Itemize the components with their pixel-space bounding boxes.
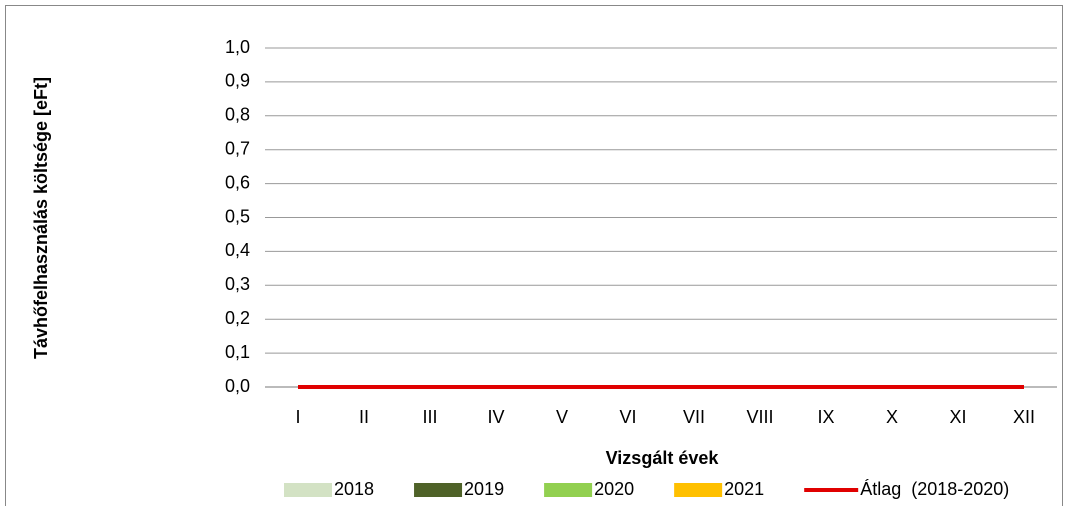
y-tick-label: 0,9	[225, 71, 250, 91]
y-tick-label: 0,4	[225, 240, 250, 260]
x-tick-label: XI	[949, 407, 966, 427]
y-tick-label: 0,0	[225, 376, 250, 396]
legend-label: Átlag (2018-2020)	[860, 479, 1009, 499]
x-tick-label: X	[886, 407, 898, 427]
x-tick-label: V	[556, 407, 568, 427]
legend-swatch	[544, 483, 593, 497]
y-tick-label: 0,6	[225, 172, 250, 192]
y-tick-label: 0,5	[225, 206, 250, 226]
chart-border	[5, 5, 1063, 506]
x-tick-label: VII	[683, 407, 705, 427]
x-tick-label: VIII	[746, 407, 773, 427]
x-axis-title: Vizsgált évek	[606, 448, 720, 468]
x-tick-label: IV	[487, 407, 504, 427]
legend-swatch	[414, 483, 463, 497]
y-tick-label: 0,1	[225, 342, 250, 362]
legend-swatch	[284, 483, 332, 497]
legend-label: 2020	[594, 479, 634, 499]
x-tick-label: I	[295, 407, 300, 427]
x-tick-label: III	[422, 407, 437, 427]
y-tick-label: 0,2	[225, 308, 250, 328]
legend-label: 2021	[724, 479, 764, 499]
y-tick-label: 0,8	[225, 105, 250, 125]
y-axis-title: Távhőfelhasználás költsége [eFt]	[31, 77, 51, 359]
x-tick-label: VI	[619, 407, 636, 427]
legend-label: 2019	[464, 479, 504, 499]
x-tick-label: II	[359, 407, 369, 427]
y-tick-label: 0,7	[225, 138, 250, 158]
x-tick-label: IX	[817, 407, 834, 427]
legend-swatch	[674, 483, 723, 497]
y-tick-label: 1,0	[225, 37, 250, 57]
x-tick-label: XII	[1013, 407, 1035, 427]
legend-label: 2018	[334, 479, 374, 499]
y-tick-label: 0,3	[225, 274, 250, 294]
